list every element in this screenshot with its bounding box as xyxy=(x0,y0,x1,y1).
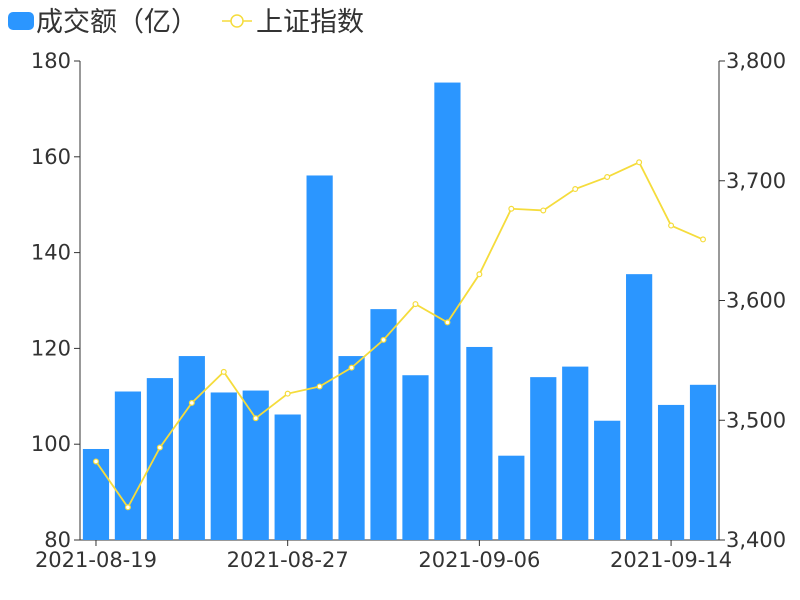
bar xyxy=(434,82,461,541)
index-point xyxy=(476,271,483,278)
y-left-tick-label: 80 xyxy=(44,528,71,552)
bar xyxy=(338,356,365,540)
bar xyxy=(370,309,397,540)
bar xyxy=(210,392,237,540)
index-point xyxy=(636,159,643,166)
y-right-tick-label: 3,800 xyxy=(726,49,786,73)
x-tick-label: 2021-08-27 xyxy=(227,548,349,572)
index-point xyxy=(444,319,451,326)
bar xyxy=(689,384,717,540)
y-right-tick-label: 3,700 xyxy=(726,169,786,193)
bar xyxy=(178,356,205,540)
axes: 80 100 120 140 160 180 3,400 3,500 3,600 3,700 3,8… xyxy=(31,49,786,572)
legend-label-turnover[interactable]: 成交额（亿） xyxy=(36,7,198,38)
index-line xyxy=(95,161,704,510)
bar xyxy=(498,455,525,540)
index-point xyxy=(412,301,419,308)
bar xyxy=(274,414,301,540)
legend: 成交额（亿） 上证指数 xyxy=(8,7,364,38)
index-point xyxy=(252,415,259,422)
bar xyxy=(114,391,142,540)
index-point xyxy=(92,458,99,465)
index-point xyxy=(668,222,675,229)
index-point xyxy=(124,504,131,511)
y-right-tick-label: 3,400 xyxy=(726,528,786,552)
bar xyxy=(402,375,429,540)
index-point xyxy=(700,236,707,243)
bar-series xyxy=(82,82,717,541)
x-tick-label: 2021-09-14 xyxy=(610,548,732,572)
index-point xyxy=(188,399,195,406)
bar xyxy=(530,377,557,540)
y-left-tick-label: 180 xyxy=(31,49,71,73)
line-series xyxy=(92,159,707,511)
bar xyxy=(466,346,493,540)
index-point xyxy=(156,444,163,451)
index-point xyxy=(220,368,227,375)
legend-marker-index[interactable] xyxy=(222,14,252,28)
y-left-tick-label: 160 xyxy=(31,145,71,169)
bar xyxy=(594,420,621,540)
legend-swatch-turnover[interactable] xyxy=(8,12,34,30)
bar xyxy=(146,378,173,540)
y-left-tick-label: 140 xyxy=(31,241,71,265)
index-point xyxy=(284,390,291,397)
x-tick-label: 2021-08-19 xyxy=(35,548,157,572)
index-point xyxy=(540,207,547,214)
index-point xyxy=(316,383,323,390)
index-point xyxy=(380,336,387,343)
index-point xyxy=(572,186,579,193)
x-tick-label: 2021-09-06 xyxy=(418,548,540,572)
index-point xyxy=(508,205,515,212)
bar xyxy=(306,175,333,540)
bar xyxy=(562,366,589,540)
legend-label-index[interactable]: 上证指数 xyxy=(256,7,364,38)
index-point xyxy=(348,364,355,371)
index-point xyxy=(604,174,611,181)
y-right-tick-label: 3,500 xyxy=(726,408,786,432)
y-left-tick-label: 120 xyxy=(31,336,71,360)
bar xyxy=(626,274,653,540)
bar xyxy=(657,404,685,540)
y-right-tick-label: 3,600 xyxy=(726,289,786,313)
y-left-tick-label: 100 xyxy=(31,432,71,456)
bar xyxy=(242,390,269,540)
